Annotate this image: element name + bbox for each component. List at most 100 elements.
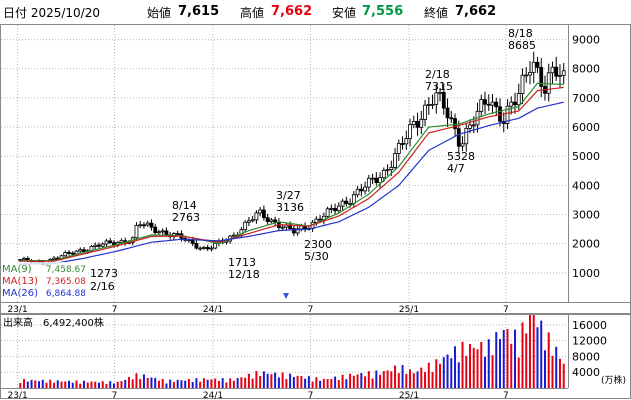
ma-legend-label: MA(13)	[2, 276, 38, 287]
volume-bar	[345, 379, 348, 388]
volume-bar	[67, 380, 70, 388]
price-tick-label: 8000	[572, 63, 600, 76]
candle-body	[456, 128, 461, 147]
volume-bar	[334, 376, 337, 388]
volume-bar	[244, 377, 247, 388]
candle-body	[198, 247, 203, 250]
ma-legend-bg	[1, 262, 87, 274]
candle-body	[404, 138, 409, 145]
annotation-label: 5/30	[304, 250, 329, 263]
volume-bar	[304, 378, 307, 388]
volume-bar	[86, 382, 89, 388]
volume-bar	[71, 382, 74, 388]
volume-bar	[82, 380, 85, 388]
volume-bar	[232, 380, 235, 388]
volume-bar	[439, 363, 442, 388]
volume-tick-label: 8000	[572, 350, 600, 363]
annotation-label: 8685	[508, 39, 536, 52]
volume-bar	[247, 373, 250, 388]
ma-legend-value: 7,458.67	[46, 265, 86, 275]
volume-bar	[94, 381, 97, 388]
candle-body	[423, 104, 427, 120]
candle-body	[400, 143, 405, 145]
x-tick-label: 23/1	[7, 305, 27, 315]
candle-body	[104, 240, 109, 245]
volume-bar	[420, 367, 423, 388]
candle-body	[426, 104, 431, 106]
volume-bar	[307, 376, 310, 388]
candle-body	[142, 224, 146, 227]
volume-bar	[161, 378, 164, 388]
volume-bar	[450, 358, 453, 388]
volume-bar	[330, 379, 333, 388]
candle-body	[213, 242, 218, 249]
x-tick-label: 24/1	[203, 305, 223, 315]
volume-bar	[165, 383, 168, 388]
volume-bar	[240, 377, 243, 388]
volume-bar	[379, 374, 382, 388]
volume-bar	[510, 343, 513, 388]
close-value: 7,662	[455, 4, 497, 19]
volume-bar	[416, 371, 419, 388]
volume-bar	[491, 355, 494, 388]
ma-legend-label: MA(9)	[2, 264, 32, 275]
volume-bar	[191, 382, 194, 388]
volume-bar	[169, 379, 172, 388]
candle-body	[471, 124, 476, 127]
open-value: 7,615	[178, 4, 220, 19]
volume-bar	[214, 378, 217, 388]
volume-bar	[517, 357, 520, 388]
volume-bar	[397, 373, 400, 388]
volume-bar	[199, 381, 202, 388]
candle-body	[97, 244, 101, 247]
high-label: 高値	[240, 6, 265, 20]
volume-bar	[262, 371, 265, 388]
candle-body	[232, 234, 236, 237]
volume-bar	[506, 329, 509, 388]
candle-body	[149, 222, 154, 228]
volume-bar	[513, 329, 516, 388]
volume-bar	[154, 377, 157, 388]
candle-body	[490, 101, 495, 106]
candle-body	[505, 105, 510, 124]
annotation-label: 2/16	[90, 280, 115, 293]
volume-bar	[386, 370, 389, 388]
volume-label: 出来高 6,492,400株	[3, 316, 104, 329]
volume-bar	[547, 332, 550, 388]
volume-bar	[146, 377, 149, 388]
volume-x-tick-label: 24/1	[203, 391, 223, 400]
candle-body	[138, 224, 143, 227]
volume-bar	[562, 363, 565, 388]
volume-bar	[401, 365, 404, 388]
candle-body	[528, 72, 532, 76]
volume-tick-label: 4000	[572, 366, 600, 379]
volume-bar	[255, 370, 258, 388]
candle-body	[408, 124, 412, 139]
high-value: 7,662	[271, 4, 313, 19]
volume-bar	[60, 381, 63, 388]
volume-bar	[480, 342, 483, 388]
price-tick-label: 1000	[572, 267, 600, 280]
volume-bar	[457, 362, 460, 388]
volume-bar	[543, 350, 546, 388]
volume-bar	[34, 380, 37, 388]
volume-bar	[431, 372, 434, 388]
volume-bar	[266, 373, 269, 388]
volume-bar	[499, 339, 502, 388]
candle-body	[52, 257, 56, 260]
candle-body	[434, 92, 439, 105]
volume-bar	[364, 376, 367, 388]
candle-body	[258, 209, 263, 214]
annotation-label: 2300	[304, 238, 332, 251]
volume-bar	[322, 378, 325, 388]
volume-bar	[484, 356, 487, 388]
candle-body	[558, 74, 562, 77]
annotation-label: 1273	[90, 267, 118, 280]
volume-bar	[296, 375, 299, 388]
price-header: 日付 2025/10/20 始値 7,615 高値 7,662 安値 7,556…	[0, 0, 631, 24]
volume-bar	[532, 315, 535, 388]
annotation-label: 3136	[276, 201, 304, 214]
volume-bar	[26, 381, 29, 388]
annotation-label: 7315	[425, 80, 453, 93]
